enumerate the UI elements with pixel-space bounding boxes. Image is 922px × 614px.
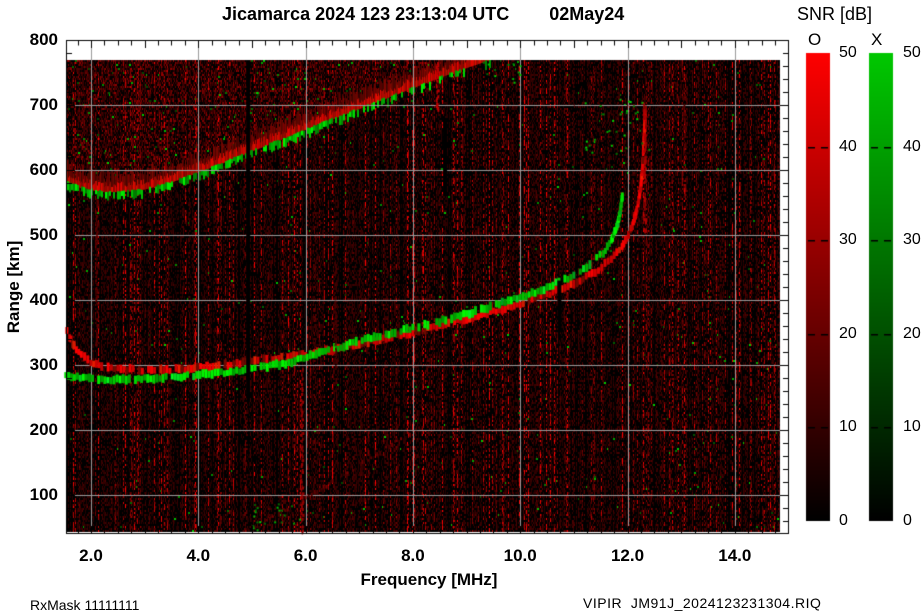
x-tick-label: 2.0	[79, 546, 103, 565]
colorbar-o-label: O	[808, 30, 822, 49]
y-tick-label: 800	[29, 30, 58, 49]
y-axis-label: Range [km]	[4, 240, 23, 334]
colorbar-x-label: X	[871, 30, 883, 49]
y-tick-label: 500	[29, 225, 58, 244]
colorbar-o-tick-label: 10	[839, 418, 857, 436]
y-tick-label: 300	[29, 355, 58, 374]
y-tick-label: 600	[29, 160, 58, 179]
x-tick-label: 8.0	[401, 546, 425, 565]
x-tick-label: 12.0	[610, 546, 645, 565]
colorbar-o-tick-label: 30	[839, 231, 857, 249]
colorbar-x-tick-label: 30	[903, 231, 921, 249]
y-tick-label: 100	[29, 485, 58, 504]
colorbar-o-tick-label: 0	[839, 512, 848, 529]
colorbar-x-tick-label: 50	[903, 44, 921, 61]
x-tick-label: 4.0	[186, 546, 211, 565]
colorbar-x-tick-label: 20	[903, 324, 921, 342]
colorbar-x-tick-label: 10	[903, 418, 921, 436]
x-tick-label: 6.0	[293, 546, 318, 565]
x-tick-label: 14.0	[718, 546, 752, 565]
plot-title: Jicamarca 2024 123 23:13:04 UTC 02May24	[222, 4, 625, 24]
colorbar-x-tick-label: 40	[903, 137, 921, 155]
colorbar-o-tick-label: 40	[839, 137, 857, 155]
colorbar-x-tick-label: 0	[903, 512, 912, 529]
y-tick-label: 200	[29, 420, 58, 439]
x-axis-label: Frequency [MHz]	[360, 570, 498, 589]
colorbar-o-tick-label: 20	[839, 324, 857, 342]
colorbar-title: SNR [dB]	[797, 4, 873, 24]
colorbar-o-tick-label: 50	[839, 44, 857, 61]
y-tick-label: 400	[29, 290, 58, 309]
footer-rxmask: RxMask 11111111	[30, 597, 140, 613]
y-tick-label: 700	[29, 95, 58, 114]
x-tick-label: 10.0	[503, 546, 537, 565]
footer-filename: VIPIR JM91J_2024123231304.RIQ	[583, 595, 822, 611]
